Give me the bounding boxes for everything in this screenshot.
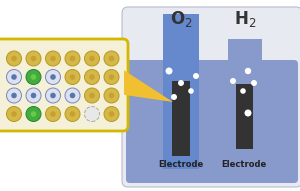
Circle shape [50,111,56,117]
Circle shape [89,56,95,61]
Circle shape [11,111,17,117]
Circle shape [70,74,75,80]
Circle shape [11,93,17,98]
Text: H$_2$: H$_2$ [234,9,256,29]
Circle shape [65,70,80,84]
Circle shape [31,93,36,98]
Circle shape [31,74,36,80]
Bar [228,39,262,169]
Circle shape [193,73,199,79]
Text: O$_2$: O$_2$ [170,9,192,29]
Circle shape [7,107,22,121]
Circle shape [85,51,100,66]
Circle shape [46,88,61,103]
Circle shape [26,70,41,84]
Circle shape [46,51,61,66]
Circle shape [7,88,22,103]
Circle shape [31,111,36,117]
FancyBboxPatch shape [122,7,300,187]
Circle shape [46,107,61,121]
Polygon shape [124,70,173,102]
Circle shape [65,88,80,103]
Circle shape [26,107,41,121]
FancyBboxPatch shape [126,60,298,183]
Circle shape [89,93,95,98]
Circle shape [178,80,184,86]
Circle shape [11,74,17,80]
Circle shape [188,88,194,94]
Bar [172,81,190,156]
Circle shape [85,70,100,84]
Circle shape [109,111,114,117]
Bar [236,84,253,149]
Circle shape [244,109,251,117]
Circle shape [109,56,114,61]
Circle shape [89,74,95,80]
Text: Electrode: Electrode [221,160,267,169]
Circle shape [251,80,257,86]
Circle shape [230,78,236,84]
Circle shape [50,74,56,80]
Circle shape [240,88,246,94]
Circle shape [7,51,22,66]
Circle shape [11,56,17,61]
Circle shape [70,93,75,98]
Circle shape [85,107,100,121]
Circle shape [70,111,75,117]
Circle shape [245,68,251,74]
Circle shape [104,88,119,103]
Text: Electrode: Electrode [158,160,204,169]
Circle shape [109,74,114,80]
Circle shape [46,70,61,84]
Circle shape [31,56,36,61]
Circle shape [104,107,119,121]
Circle shape [70,56,75,61]
Circle shape [65,107,80,121]
Circle shape [26,51,41,66]
Circle shape [104,51,119,66]
Circle shape [104,70,119,84]
Circle shape [109,93,114,98]
Circle shape [85,88,100,103]
Circle shape [166,67,172,74]
Circle shape [26,88,41,103]
Bar [163,14,199,169]
Circle shape [65,51,80,66]
FancyBboxPatch shape [0,39,128,131]
Circle shape [50,93,56,98]
Circle shape [171,94,177,100]
Circle shape [7,70,22,84]
Circle shape [50,56,56,61]
